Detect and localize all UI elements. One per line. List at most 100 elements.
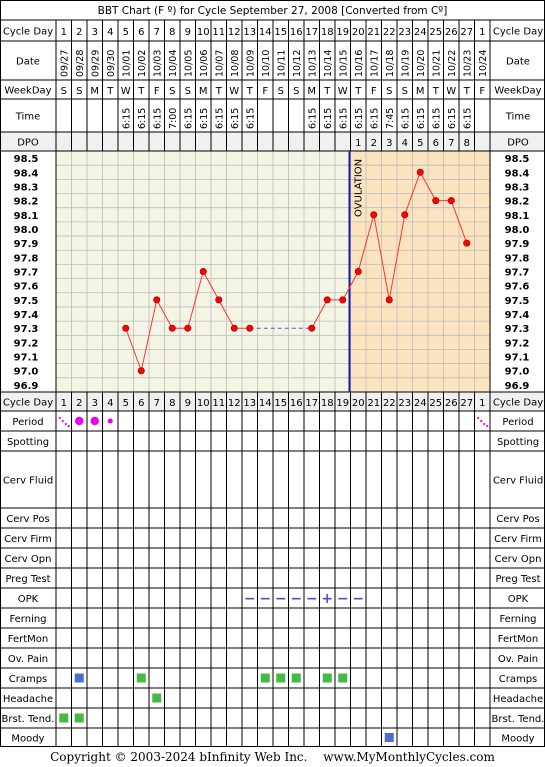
date-value: 10/17 [369, 50, 380, 77]
copyright-text: Copyright © 2003-2024 bInfinity Web Inc. [50, 750, 308, 764]
cycle-day-number-bottom: 22 [383, 398, 396, 409]
time-value: 6:15 [462, 108, 473, 129]
date-value: 10/04 [168, 50, 179, 77]
period-spotting-dot [58, 416, 61, 420]
date-value: 10/12 [292, 50, 303, 77]
period-spotting-dot [67, 424, 70, 428]
cramps-marker [322, 673, 332, 683]
weekday-value: S [278, 86, 284, 97]
weekday-value: T [463, 86, 471, 97]
date-value: 10/14 [323, 50, 334, 77]
cycle-day-number: 27 [460, 27, 473, 38]
cramps-marker [276, 673, 286, 683]
date-value: 10/22 [447, 50, 458, 77]
cramps-marker [74, 673, 84, 683]
weekday-value: F [154, 86, 160, 97]
temperature-point [137, 367, 145, 375]
cycle-day-number: 8 [169, 27, 175, 38]
temp-axis-label-right: 98.1 [505, 211, 530, 222]
date-value: 09/30 [106, 50, 117, 77]
dpo-value: 2 [371, 138, 377, 149]
temperature-point [416, 168, 424, 176]
symptom-label-opk: OPK [18, 594, 39, 605]
cycle-day-number-bottom: 14 [259, 398, 272, 409]
temp-axis-label-right: 97.5 [505, 296, 530, 307]
symptom-label-cerv_fluid: Cerv Fluid [3, 476, 53, 487]
weekday-value: T [323, 86, 331, 97]
weekday-value: W [229, 86, 239, 97]
temperature-point [153, 296, 161, 304]
cycle-day-number: 4 [107, 27, 113, 38]
temperature-point [354, 267, 362, 275]
symptom-label-headache: Headache [3, 694, 53, 705]
temp-axis-label-right: 97.4 [505, 310, 530, 321]
time-value: 6:15 [245, 108, 256, 129]
weekday-value: M [90, 86, 99, 97]
temperature-point [385, 296, 393, 304]
temp-axis-label-left: 97.5 [14, 296, 39, 307]
symptom-label-right-cerv_opn: Cerv Opn [495, 554, 542, 565]
cycle-day-label: Cycle Day [3, 27, 53, 38]
time-value: 6:15 [152, 108, 163, 129]
temperature-point [215, 296, 223, 304]
cycle-day-number-bottom: 7 [154, 398, 160, 409]
cycle-day-number: 18 [321, 27, 334, 38]
symptom-label-right-spotting: Spotting [497, 437, 539, 448]
weekday-value: S [185, 86, 191, 97]
period-spotting-dot [477, 416, 480, 420]
cycle-day-number: 25 [429, 27, 442, 38]
temp-axis-label-left: 97.2 [14, 338, 39, 349]
weekday-value: T [137, 86, 145, 97]
symptom-label-ov_pain: Ov. Pain [8, 654, 48, 665]
symptom-label-cerv_pos: Cerv Pos [6, 514, 49, 525]
cramps-marker [260, 673, 270, 683]
period-spotting-dot [64, 422, 67, 426]
temperature-point [463, 239, 471, 247]
temperature-point [230, 324, 238, 332]
site-link[interactable]: www.MyMonthlyCycles.com [323, 750, 495, 764]
cycle-day-number-bottom: 27 [460, 398, 473, 409]
cycle-day-number-bottom: 17 [305, 398, 318, 409]
cycle-day-label-right: Cycle Day [493, 27, 543, 38]
time-value: 6:15 [338, 108, 349, 129]
symptom-label-right-cday2: Cycle Day [493, 398, 543, 409]
temp-axis-label-left: 98.0 [14, 225, 39, 236]
cycle-day-number-bottom: 13 [243, 398, 256, 409]
weekday-value: S [402, 86, 408, 97]
cycle-day-number-bottom: 23 [398, 398, 411, 409]
symptom-label-cramps: Cramps [9, 674, 48, 685]
temperature-point [199, 267, 207, 275]
period-marker [75, 416, 84, 426]
dpo-value: 8 [464, 138, 470, 149]
time-value: 6:15 [307, 108, 318, 129]
weekday-value: S [76, 86, 82, 97]
temp-axis-label-left: 98.2 [14, 197, 39, 208]
period-spotting-dot [483, 422, 486, 426]
cycle-day-number: 3 [92, 27, 98, 38]
cycle-day-number: 26 [445, 27, 458, 38]
date-value: 10/02 [137, 50, 148, 77]
headache-marker [152, 693, 162, 703]
time-value: 6:15 [121, 108, 132, 129]
dpo-value: 3 [386, 138, 392, 149]
period-spotting-dot [480, 419, 483, 423]
temperature-point [370, 211, 378, 219]
cycle-day-number: 21 [367, 27, 380, 38]
time-value: 7:45 [385, 108, 396, 129]
opk-mark: − [306, 591, 318, 607]
symptom-label-right-ferning: Ferning [499, 614, 536, 625]
cycle-day-number: 11 [212, 27, 225, 38]
cycle-day-number-bottom: 15 [274, 398, 287, 409]
cycle-day-number-bottom: 6 [138, 398, 144, 409]
weekday-label: WeekDay [4, 86, 51, 97]
dpo-label-right: DPO [507, 138, 529, 149]
cycle-day-number-bottom: 25 [429, 398, 442, 409]
cycle-day-number: 22 [383, 27, 396, 38]
symptom-label-right-cerv_fluid: Cerv Fluid [493, 476, 543, 487]
date-value: 10/24 [478, 50, 489, 77]
weekday-value: F [262, 86, 268, 97]
cycle-day-number: 19 [336, 27, 349, 38]
temperature-point [432, 197, 440, 205]
symptom-label-moody: Moody [11, 734, 44, 745]
symptom-label-period: Period [12, 417, 43, 428]
